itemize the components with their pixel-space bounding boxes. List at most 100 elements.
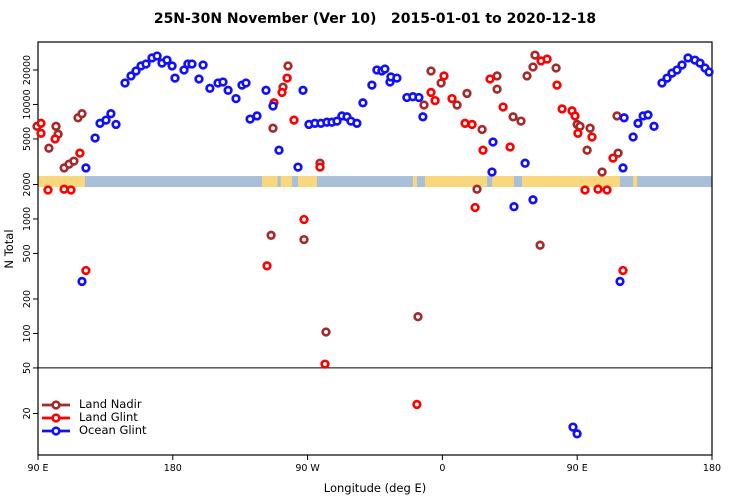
x-tick-label: 90 E	[567, 463, 588, 474]
data-point	[498, 102, 508, 112]
data-point	[704, 67, 714, 77]
data-point	[352, 118, 362, 128]
data-point	[462, 88, 472, 99]
data-point	[277, 87, 287, 98]
data-point	[77, 109, 87, 119]
scatter-series-land-nadir	[32, 50, 623, 337]
data-point	[43, 185, 53, 195]
data-point	[478, 145, 488, 155]
legend-label: Land Glint	[79, 410, 138, 424]
data-point	[358, 98, 368, 108]
data-point	[274, 145, 284, 155]
data-point	[542, 54, 552, 64]
data-point	[162, 55, 172, 65]
legend-marker-icon	[42, 425, 70, 436]
data-point	[472, 184, 482, 194]
data-point	[695, 58, 705, 68]
data-point	[194, 74, 204, 84]
data-point	[492, 84, 502, 94]
data-point	[332, 116, 342, 126]
data-point	[51, 121, 61, 131]
land-ocean-map-band	[38, 176, 712, 188]
data-point	[320, 359, 330, 369]
data-point	[508, 112, 518, 122]
data-point	[141, 59, 151, 69]
data-point	[505, 142, 515, 152]
data-point	[36, 118, 46, 128]
data-point	[460, 118, 470, 128]
data-point	[81, 265, 91, 276]
data-point	[535, 240, 545, 250]
land-band-segment	[522, 176, 621, 188]
data-point	[470, 202, 480, 213]
data-point	[662, 73, 672, 83]
data-point	[198, 60, 208, 70]
data-point	[170, 73, 180, 83]
data-point	[106, 109, 116, 119]
data-point	[289, 115, 299, 125]
data-point	[597, 167, 607, 177]
data-point	[426, 66, 436, 76]
legend: Land Nadir Land Glint Ocean Glint	[41, 398, 147, 437]
data-point	[430, 95, 440, 106]
land-band-segment	[413, 176, 417, 188]
land-band-segment	[38, 176, 86, 188]
data-point	[657, 78, 667, 88]
x-tick-label: 180	[164, 463, 182, 474]
data-point	[414, 92, 424, 103]
legend-label: Land Nadir	[79, 397, 142, 411]
data-point	[120, 78, 130, 88]
data-point	[413, 312, 423, 322]
land-band-segment	[280, 176, 293, 188]
land-band-segment	[491, 176, 514, 188]
data-point	[572, 429, 582, 439]
data-point	[59, 184, 69, 194]
y-tick-label: 1000	[22, 207, 33, 231]
data-point	[436, 78, 446, 88]
data-point	[568, 422, 578, 432]
x-axis: 90 E 180 90 W 0 90 E 180	[27, 455, 721, 474]
data-point	[36, 128, 46, 138]
data-point	[101, 115, 111, 125]
y-tick-label: 200	[22, 290, 33, 308]
x-tick-label: 90 E	[27, 463, 48, 474]
data-point	[321, 327, 331, 337]
data-point	[488, 137, 498, 147]
data-point	[392, 73, 402, 83]
land-band-segment	[262, 176, 278, 188]
data-point	[66, 185, 76, 195]
data-point	[261, 85, 271, 95]
data-point	[69, 156, 79, 166]
y-tick-label: 2000	[22, 172, 33, 196]
data-point	[608, 153, 618, 163]
data-point	[262, 261, 272, 271]
data-point	[231, 93, 241, 104]
legend-label: Ocean Glint	[79, 423, 147, 437]
x-tick-label: 90 W	[295, 463, 320, 474]
data-point	[587, 132, 597, 142]
data-point	[380, 64, 390, 74]
legend-item: Ocean Glint	[41, 424, 147, 437]
data-point	[218, 77, 228, 87]
data-point	[223, 85, 233, 95]
data-point	[522, 71, 532, 81]
data-point	[492, 71, 502, 81]
data-point	[615, 276, 625, 287]
data-point	[298, 85, 308, 95]
data-point	[602, 185, 612, 195]
ocean-band	[38, 176, 712, 188]
data-point	[447, 93, 457, 104]
data-point	[649, 121, 659, 131]
data-point	[528, 62, 538, 72]
data-point	[618, 163, 628, 173]
y-tick-label: 20000	[22, 55, 33, 85]
data-point	[75, 148, 85, 158]
data-point	[570, 111, 580, 121]
data-point	[299, 234, 309, 245]
data-point	[426, 87, 436, 98]
data-point	[528, 195, 538, 205]
y-tick-label: 20	[22, 407, 33, 419]
data-point	[77, 276, 87, 287]
scatter-series-ocean-glint	[77, 51, 714, 439]
data-point	[412, 399, 422, 410]
